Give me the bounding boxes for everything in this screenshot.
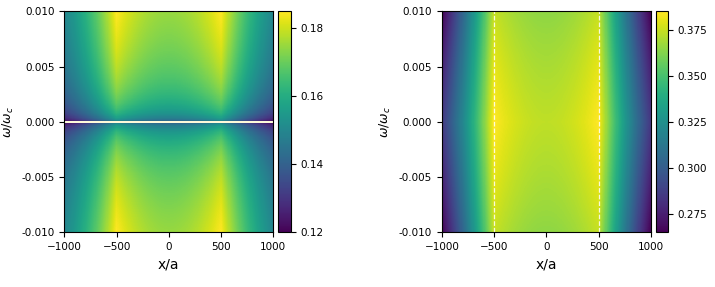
X-axis label: x/a: x/a [536,258,557,272]
X-axis label: x/a: x/a [158,258,179,272]
Y-axis label: $\omega/\omega_c$: $\omega/\omega_c$ [378,106,393,138]
Y-axis label: $\omega/\omega_c$: $\omega/\omega_c$ [1,106,16,138]
